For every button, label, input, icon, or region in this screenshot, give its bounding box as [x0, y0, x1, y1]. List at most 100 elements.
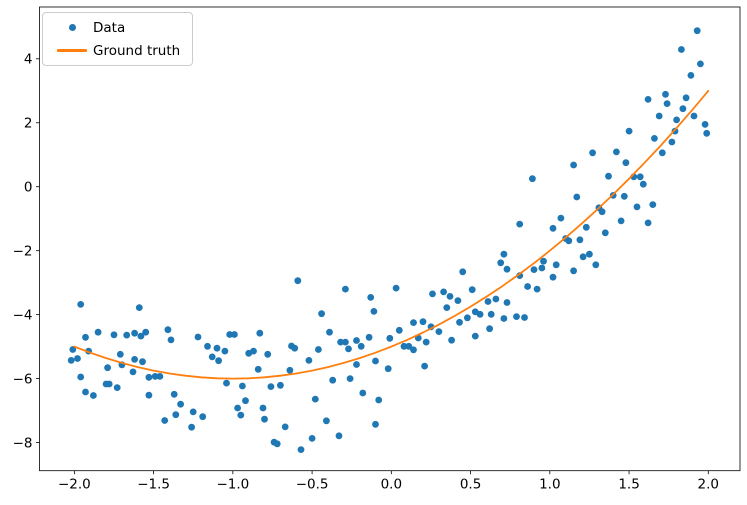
scatter-point — [372, 420, 379, 428]
scatter-point — [690, 112, 698, 120]
scatter-point — [538, 264, 546, 272]
scatter-point — [67, 357, 75, 364]
scatter-point — [194, 333, 202, 341]
scatter-point — [570, 161, 577, 169]
scatter-point — [405, 342, 413, 350]
scatter-point — [592, 261, 600, 269]
scatter-point — [658, 149, 666, 157]
scatter-point — [281, 423, 289, 431]
y-tick-label: −8 — [13, 435, 33, 451]
scatter-point — [131, 356, 139, 363]
data-point-icon — [68, 24, 76, 31]
scatter-point — [291, 344, 299, 352]
legend-marker-cell — [51, 49, 93, 52]
scatter-point — [410, 319, 417, 326]
scatter-point — [267, 383, 275, 390]
scatter-point — [318, 310, 325, 318]
scatter-point — [668, 138, 676, 146]
scatter-point — [655, 112, 663, 120]
scatter-point — [625, 127, 633, 135]
scatter-point — [516, 272, 524, 279]
scatter-point — [131, 329, 139, 337]
scatter-point — [223, 379, 230, 387]
scatter-point — [90, 392, 97, 399]
scatter-point — [529, 175, 536, 183]
x-tick-label: −1.5 — [137, 477, 170, 493]
scatter-point — [145, 373, 153, 381]
scatter-point — [622, 159, 630, 167]
scatter-point — [701, 121, 709, 128]
scatter-point — [367, 294, 375, 301]
scatter-point — [693, 27, 701, 35]
legend: Data Ground truth — [42, 12, 194, 66]
scatter-point — [261, 415, 268, 423]
scatter-point — [151, 373, 159, 380]
scatter-point — [215, 357, 223, 365]
scatter-point — [308, 435, 316, 442]
scatter-point — [188, 423, 196, 431]
scatter-point — [199, 413, 207, 421]
scatter-point — [110, 331, 118, 339]
scatter-point — [242, 397, 249, 405]
scatter-point — [678, 46, 685, 53]
scatter-point — [74, 355, 81, 362]
scatter-point — [135, 304, 143, 311]
scatter-point — [82, 388, 89, 396]
scatter-point — [104, 364, 111, 372]
scatter-point — [620, 192, 628, 200]
x-tick-label: −2.0 — [58, 477, 91, 493]
scatter-point — [589, 149, 596, 157]
x-tick-label: −1.0 — [216, 477, 249, 493]
scatter-point — [598, 208, 606, 216]
scatter-point — [213, 344, 221, 352]
scatter-point — [662, 90, 669, 98]
x-tick-label: −0.5 — [296, 477, 329, 493]
scatter-point — [521, 314, 528, 321]
scatter-point — [410, 346, 417, 354]
scatter-point — [94, 328, 102, 336]
scatter-point — [116, 350, 124, 358]
scatter-point — [208, 353, 216, 361]
scatter-point — [342, 285, 349, 293]
scatter-point — [549, 224, 557, 232]
ground-truth-curve — [73, 89, 710, 380]
scatter-point — [651, 135, 658, 142]
scatter-point — [359, 389, 367, 397]
scatter-point — [156, 373, 164, 380]
x-tick-label: 0.5 — [460, 477, 481, 493]
scatter-point — [576, 236, 584, 244]
y-tick-label: 4 — [24, 52, 33, 68]
scatter-point — [440, 288, 447, 296]
scatter-point — [77, 373, 85, 381]
scatter-point — [582, 223, 590, 231]
scatter-point — [337, 338, 344, 346]
scatter-point — [476, 310, 484, 318]
scatter-point — [277, 381, 284, 389]
scatter-point — [386, 334, 394, 342]
scatter-point — [557, 214, 565, 222]
scatter-point — [703, 129, 711, 137]
scatter-point — [471, 332, 479, 340]
scatter-point — [286, 366, 294, 374]
scatter-point — [204, 342, 211, 350]
scatter-point — [294, 277, 302, 285]
scatter-point — [697, 60, 704, 68]
scatter-point — [579, 253, 587, 261]
scatter-point — [605, 172, 612, 180]
scatter-point — [552, 261, 560, 269]
scatter-point — [353, 337, 360, 344]
scatter-point — [459, 268, 467, 276]
scatter-point — [161, 417, 169, 424]
scatter-point — [177, 400, 185, 408]
scatter-point — [419, 318, 427, 326]
scatter-point — [617, 217, 625, 225]
x-tick-label: 0.0 — [381, 477, 402, 493]
scatter-point — [524, 283, 531, 290]
scatter-point — [113, 384, 121, 391]
scatter-point — [573, 193, 581, 201]
scatter-point — [357, 342, 365, 350]
scatter-point — [392, 284, 400, 292]
scatter-point — [679, 105, 687, 113]
ground-truth-line-icon — [57, 49, 87, 52]
scatter-point — [633, 203, 641, 211]
